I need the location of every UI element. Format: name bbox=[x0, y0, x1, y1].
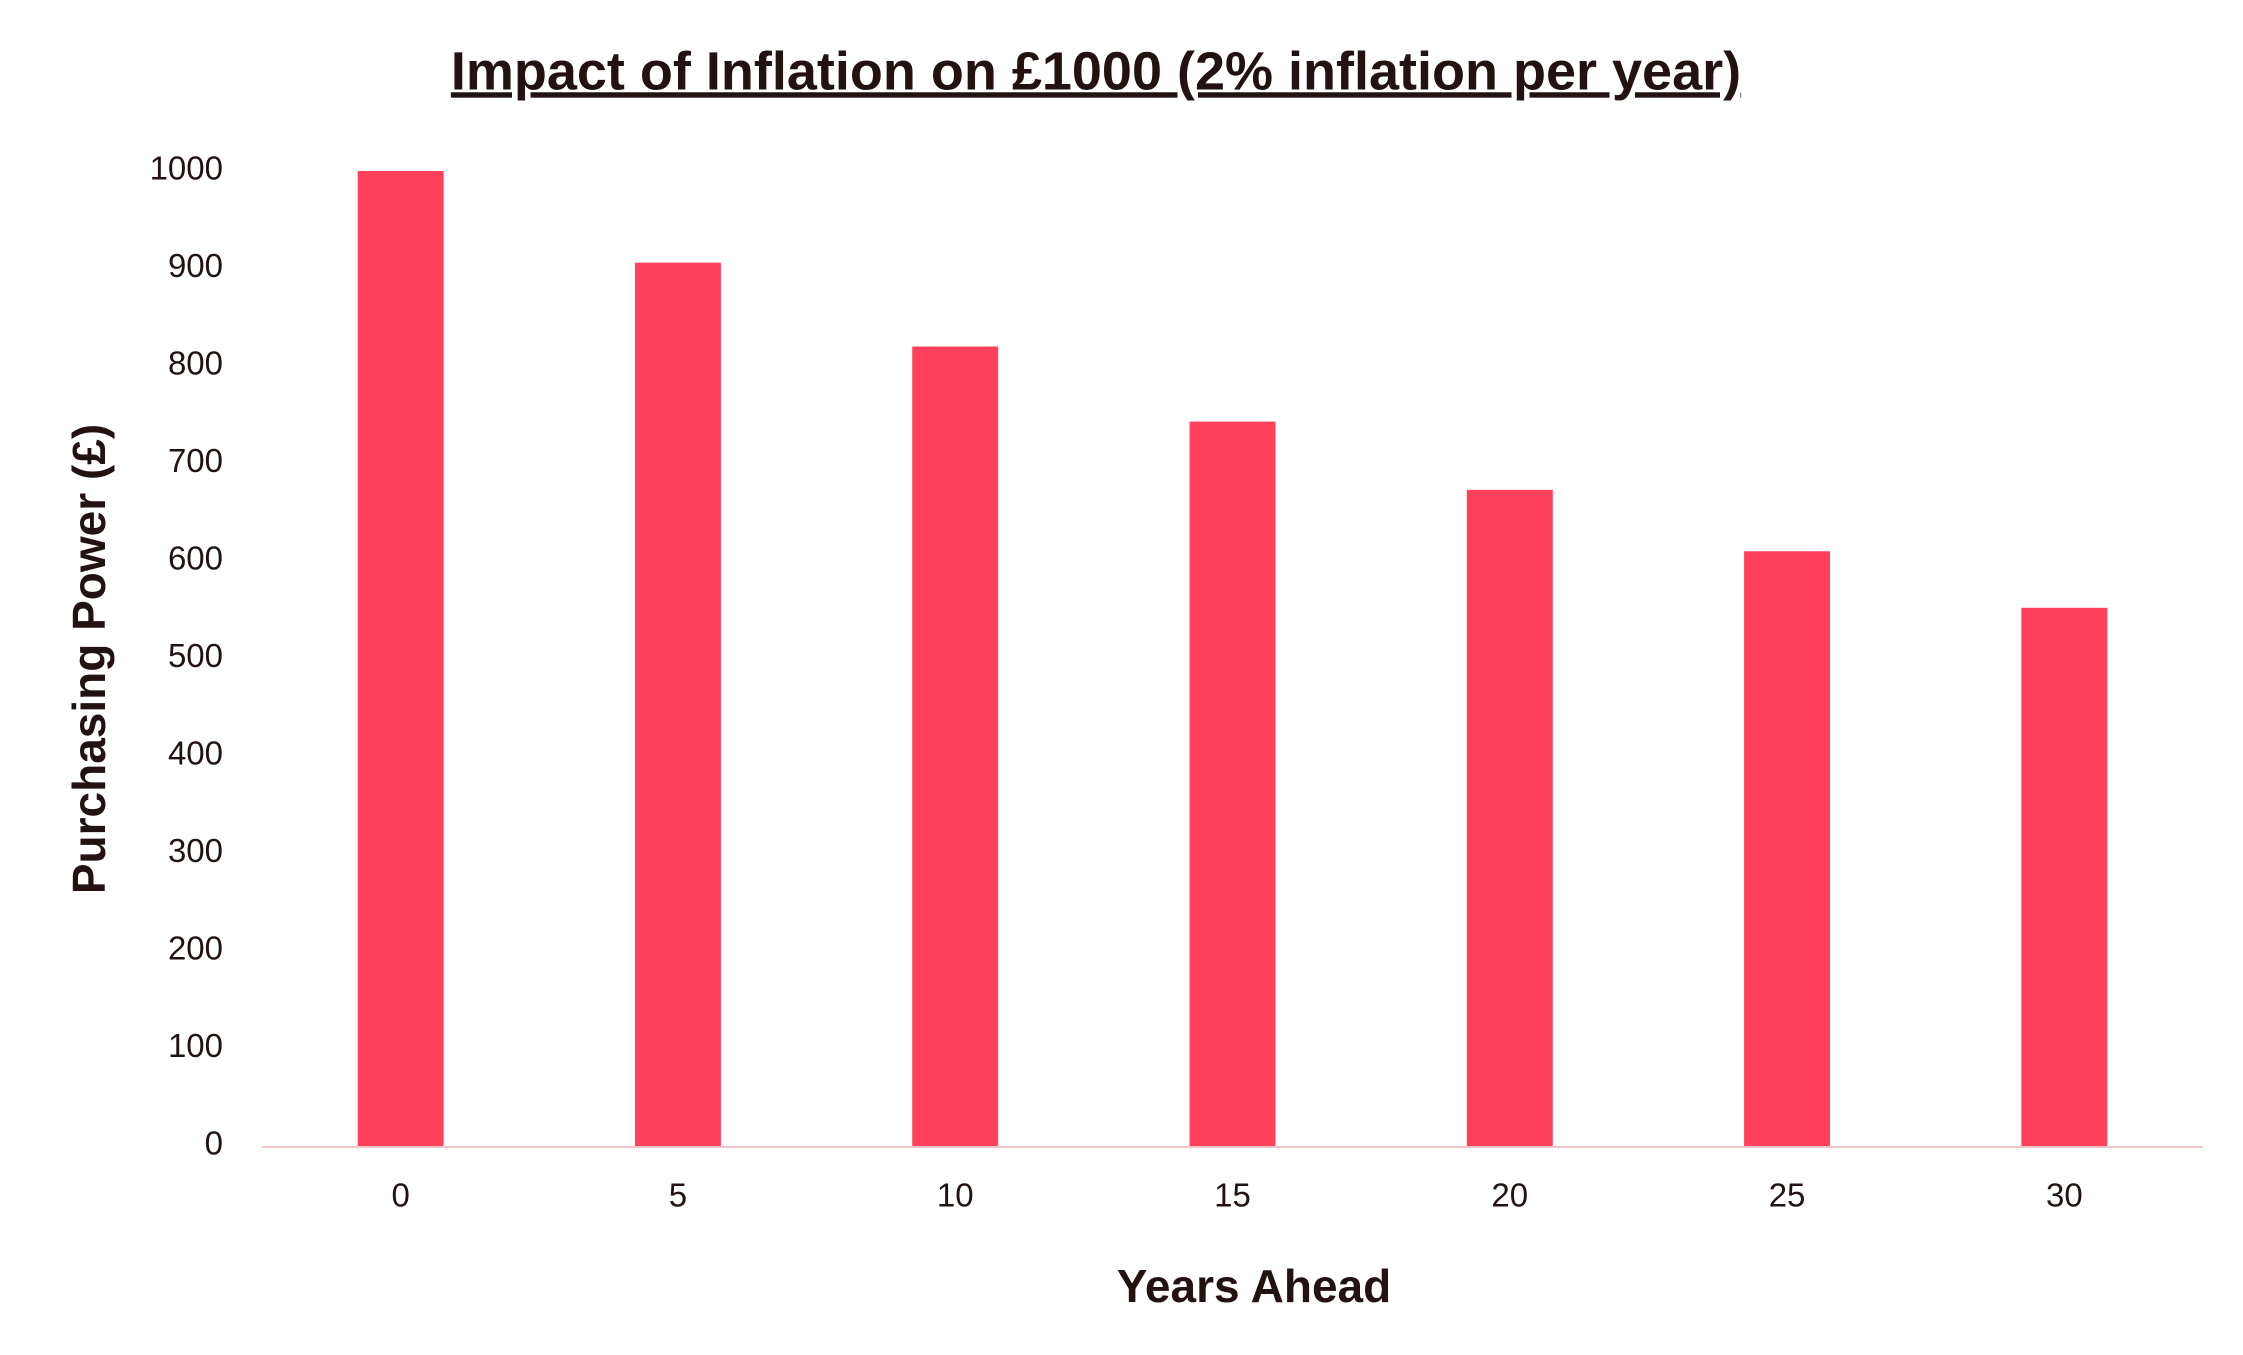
y-tick-label: 400 bbox=[168, 735, 223, 772]
x-tick-label: 25 bbox=[1769, 1177, 1806, 1214]
y-tick-label: 700 bbox=[168, 442, 223, 479]
x-tick-label: 15 bbox=[1214, 1177, 1251, 1214]
y-tick-label: 500 bbox=[168, 637, 223, 674]
y-axis-title: Purchasing Power (£) bbox=[63, 424, 115, 894]
bar bbox=[1189, 421, 1276, 1146]
y-tick-label: 100 bbox=[168, 1027, 223, 1064]
y-tick-label: 800 bbox=[168, 345, 223, 382]
y-tick-label: 900 bbox=[168, 247, 223, 284]
y-tick-label: 200 bbox=[168, 930, 223, 967]
x-tick-label: 5 bbox=[669, 1177, 687, 1214]
bar bbox=[2021, 607, 2108, 1146]
x-tick-label: 0 bbox=[391, 1177, 409, 1214]
x-tick-label: 20 bbox=[1491, 1177, 1528, 1214]
x-tick-label: 10 bbox=[937, 1177, 974, 1214]
bar bbox=[1466, 489, 1553, 1146]
chart-title: Impact of Inflation on £1000 (2% inflati… bbox=[451, 41, 1741, 101]
y-tick-label: 600 bbox=[168, 540, 223, 577]
y-tick-label: 300 bbox=[168, 832, 223, 869]
y-tick-label: 1000 bbox=[150, 150, 223, 187]
x-tick-label: 30 bbox=[2046, 1177, 2083, 1214]
bar bbox=[912, 346, 999, 1146]
y-tick-label: 0 bbox=[205, 1125, 223, 1162]
bar bbox=[357, 171, 444, 1146]
x-axis-title: Years Ahead bbox=[1117, 1260, 1391, 1312]
bar bbox=[1744, 551, 1831, 1146]
bar bbox=[634, 262, 721, 1146]
